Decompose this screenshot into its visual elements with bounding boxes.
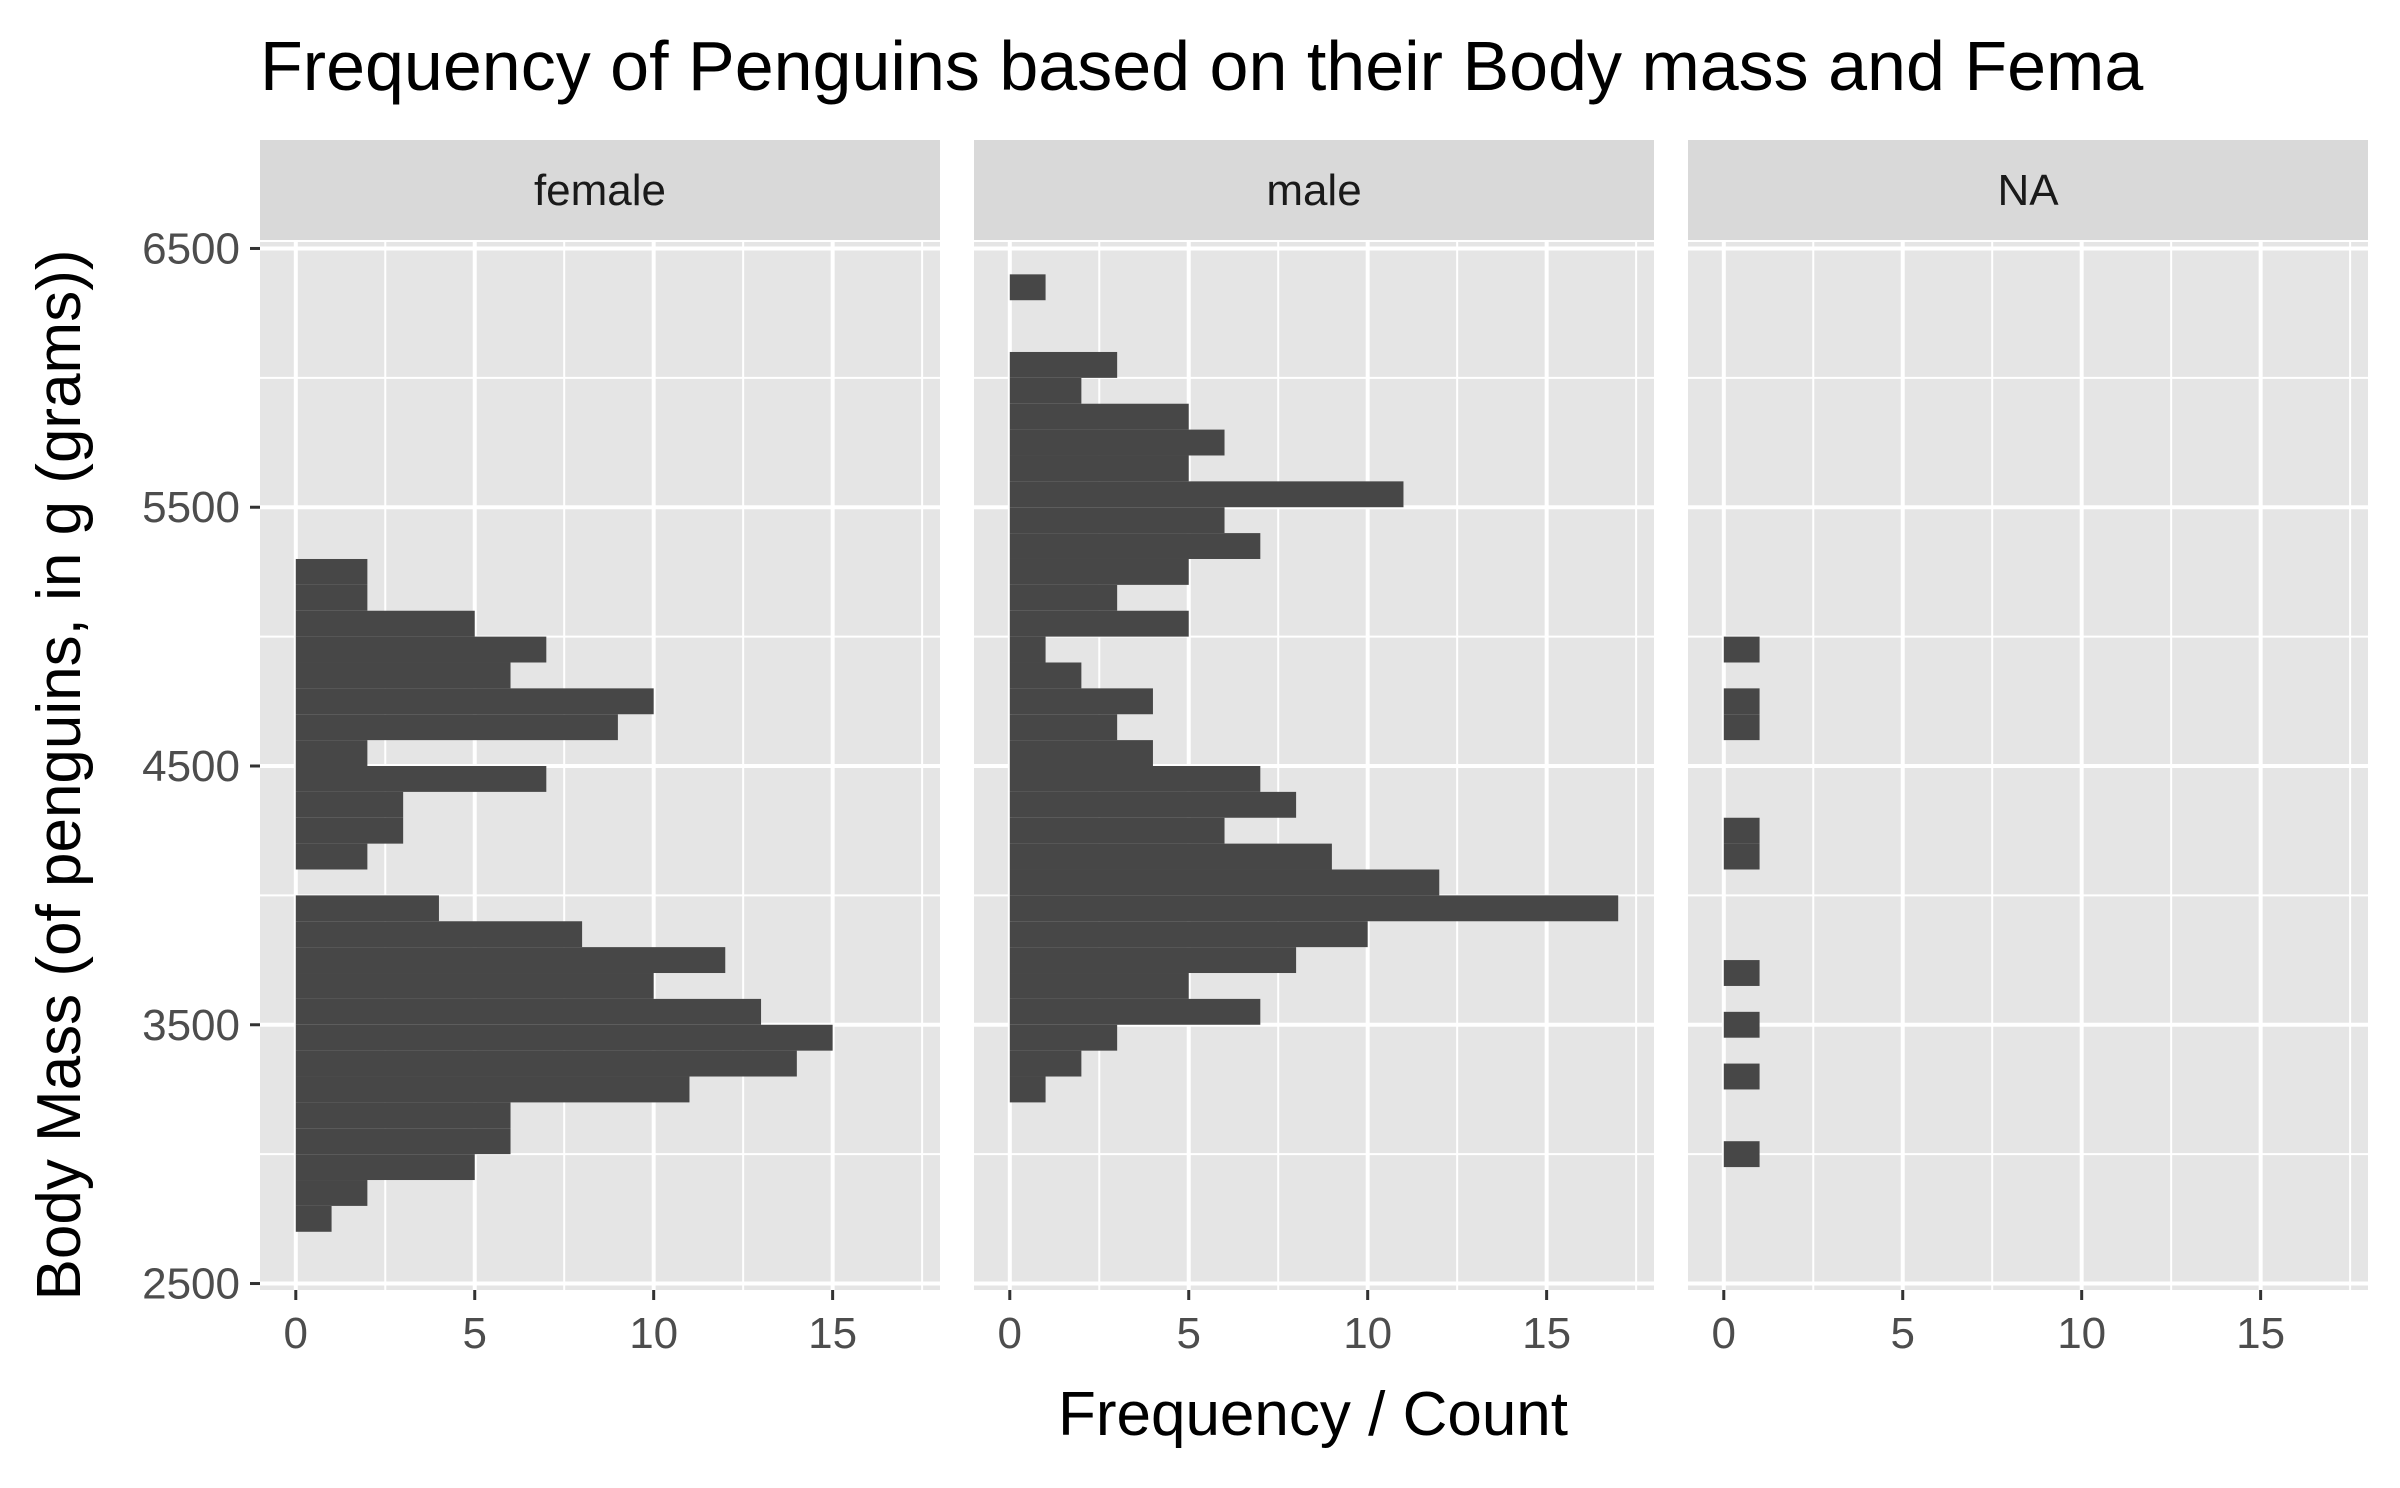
panels-layer: female 0 5 10 15 2500 3500 4500 5500 6500 male 0 5 10… [142,140,2368,1358]
histogram-bar [295,895,439,922]
histogram-bar [1723,1011,1760,1038]
x-tick-label: 0 [1712,1309,1736,1358]
histogram-bar [1009,558,1189,585]
x-tick-label: 0 [998,1309,1022,1358]
histogram-bar [295,817,404,844]
histogram-bar [295,714,618,741]
histogram-bar [295,636,547,663]
histogram-bar [295,1128,511,1155]
histogram-bar [1009,610,1189,637]
histogram-bar [295,610,475,637]
histogram-bar [1723,843,1760,870]
histogram-bar [295,740,368,766]
histogram-bar [295,998,762,1025]
histogram-bar [295,584,368,611]
histogram-bar [1723,960,1760,986]
histogram-bar [1009,688,1153,715]
x-tick-label: 10 [2057,1309,2106,1358]
histogram-bar [1009,843,1332,870]
histogram-bar [1723,636,1760,663]
facet-strip-label: NA [1997,166,2059,215]
histogram-bar [1009,791,1297,818]
histogram-bar [295,1180,368,1206]
y-tick-label: 6500 [142,224,240,273]
y-tick-label: 2500 [142,1260,240,1309]
histogram-bar [295,921,583,948]
histogram-bar [1009,947,1297,974]
histogram-bar [1009,921,1368,948]
histogram-bar [295,1102,511,1129]
histogram-bar [1009,766,1261,792]
histogram-bar [1009,377,1082,404]
y-axis-title: Body Mass (of penguins, in g (grams)) [25,250,94,1301]
facet-strip-label: male [1266,166,1361,215]
histogram-bar [295,791,404,818]
facet-panel-female: female 0 5 10 15 2500 3500 4500 5500 6500 [142,140,940,1358]
histogram-bar [1009,1050,1082,1077]
facet-strip [974,140,1654,240]
x-tick-label: 0 [284,1309,308,1358]
chart-title: Frequency of Penguins based on their Bod… [260,27,2143,105]
x-tick-label: 5 [1176,1309,1200,1358]
histogram-bar [295,1050,797,1077]
x-tick-label: 5 [462,1309,486,1358]
histogram-bar [295,843,368,870]
x-tick-label: 15 [808,1309,857,1358]
histogram-bar [1009,1024,1118,1051]
histogram-bar [1009,662,1082,689]
histogram-bar [295,558,368,585]
facet-strip [1688,140,2368,240]
histogram-bar [1009,584,1118,611]
y-tick-label: 5500 [142,483,240,532]
histogram-bar [1009,507,1225,534]
histogram-bar [1009,998,1261,1025]
histogram-bar [1009,895,1619,922]
histogram-bar [295,1076,690,1103]
histogram-bar [1009,636,1046,663]
histogram-bar [1009,740,1153,766]
histogram-bar [1723,817,1760,844]
facet-strip [260,140,940,240]
histogram-bar [1009,481,1404,508]
x-tick-label: 10 [1343,1309,1392,1358]
histogram-bar [295,973,654,999]
y-tick-label: 3500 [142,1001,240,1050]
histogram-bar [1009,1076,1046,1103]
histogram-bar [1009,973,1189,999]
histogram-bar [295,662,511,689]
x-axis-title: Frequency / Count [1058,1380,1568,1449]
histogram-bar [1009,429,1225,456]
histogram-bar [1009,817,1225,844]
histogram-bar [1009,455,1189,482]
x-tick-label: 15 [1522,1309,1571,1358]
y-tick-label: 4500 [142,742,240,791]
facet-panel-male: male 0 5 10 15 [974,140,1654,1358]
histogram-bar [1009,533,1261,559]
histogram-bar [1009,403,1189,430]
x-tick-label: 15 [2236,1309,2285,1358]
histogram-bar [1009,714,1118,741]
histogram-bar [1723,1141,1760,1168]
histogram-bar [1723,1063,1760,1090]
histogram-bar [1009,869,1440,896]
histogram-bar [1723,714,1760,741]
histogram-bar [295,1205,332,1232]
histogram-bar [295,688,654,715]
histogram-bar [295,766,547,792]
histogram-bar [1009,351,1118,378]
histogram-bar [1009,274,1046,301]
x-tick-label: 10 [629,1309,678,1358]
x-tick-label: 5 [1890,1309,1914,1358]
facet-panel-NA: NA 0 5 10 15 [1688,140,2368,1358]
histogram-bar [295,947,726,974]
histogram-bar [1723,688,1760,715]
histogram-bar [295,1024,833,1051]
facet-strip-label: female [534,166,666,215]
histogram-bar [295,1154,475,1181]
